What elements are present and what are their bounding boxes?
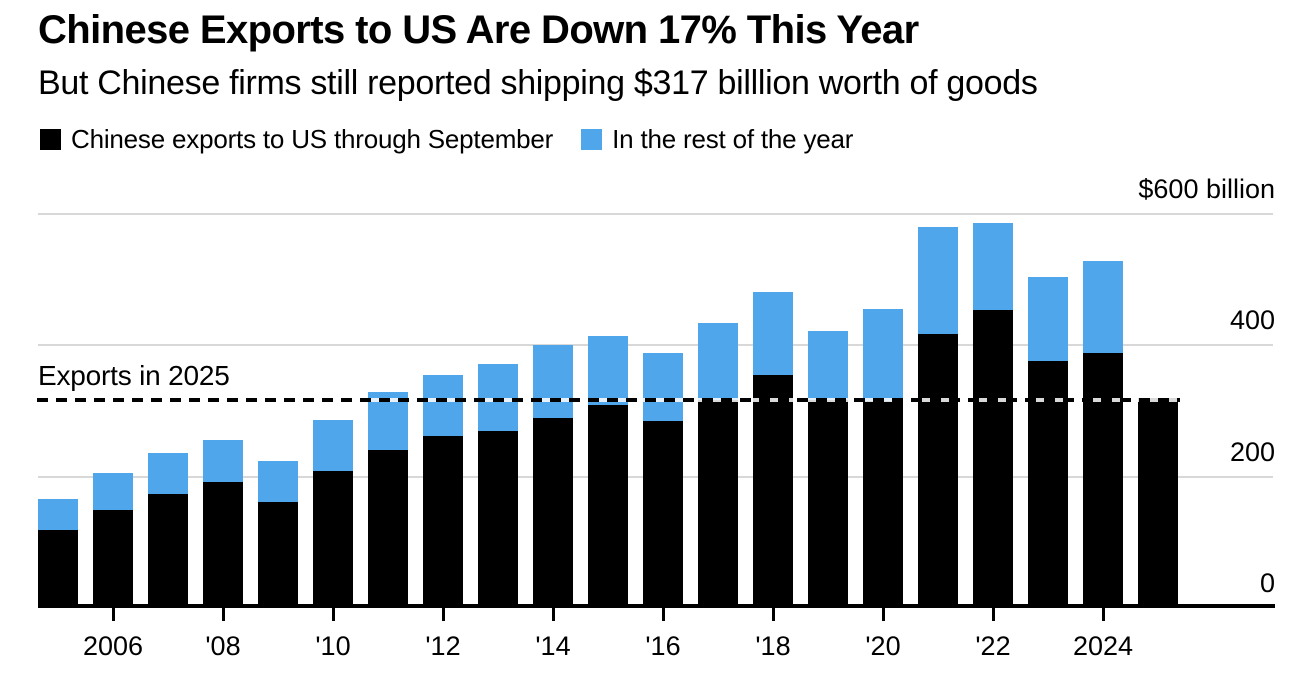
bar-2025: [1138, 397, 1178, 606]
bar-2023-rest-of-year: [1028, 277, 1068, 362]
bar-2014-rest-of-year: [533, 345, 573, 418]
legend-label-rest-of-year: In the rest of the year: [612, 124, 854, 154]
bar-2018-rest-of-year: [753, 291, 793, 375]
bar-2006-rest-of-year: [93, 472, 133, 511]
bar-2005: [38, 498, 78, 606]
bar-2020-rest-of-year: [863, 308, 903, 401]
x-axis-label-2006: 2006: [82, 631, 144, 661]
bar-2016-rest-of-year: [643, 352, 683, 422]
x-axis-tick-2006: [111, 608, 115, 621]
x-axis-tick-10: [331, 608, 335, 621]
x-axis-label-16: '16: [645, 631, 681, 661]
legend-label-through-september: Chinese exports to US through September: [71, 124, 554, 154]
bar-2014: [533, 345, 573, 606]
bar-2019-through-september: [808, 399, 848, 606]
gridline-400: [38, 344, 1273, 346]
bar-2013-through-september: [478, 431, 518, 606]
bar-2012-rest-of-year: [423, 374, 463, 437]
bar-2007: [148, 453, 188, 606]
bar-2023-through-september: [1028, 361, 1068, 606]
legend-item-through-september: Chinese exports to US through September: [40, 124, 553, 155]
bar-2007-through-september: [148, 494, 188, 606]
bar-2020-through-september: [863, 400, 903, 606]
x-axis-tick-18: [771, 608, 775, 621]
bar-2016: [643, 352, 683, 606]
y-axis-label-600: $600 billion: [1138, 173, 1275, 204]
x-axis-label-10: '10: [315, 631, 351, 661]
bar-2017-rest-of-year: [698, 323, 738, 400]
bar-2024-rest-of-year: [1083, 260, 1123, 353]
bar-2018-through-september: [753, 374, 793, 606]
y-axis-label-0: 0: [1259, 568, 1275, 598]
bar-2015: [588, 336, 628, 606]
legend-item-rest-of-year: In the rest of the year: [581, 124, 853, 155]
x-axis-label-12: '12: [425, 631, 461, 661]
y-axis-label-200: 200: [1229, 436, 1275, 467]
x-axis-label-20: '20: [865, 631, 901, 661]
bar-2016-through-september: [643, 421, 683, 606]
bar-2005-through-september: [38, 529, 78, 606]
gridline-600: [38, 212, 1273, 215]
bar-2025-through-september: [1138, 397, 1178, 606]
bar-2015-rest-of-year: [588, 336, 628, 405]
x-axis-tick-2024: [1101, 608, 1105, 621]
bar-2008-rest-of-year: [203, 440, 243, 482]
bar-2010-rest-of-year: [313, 419, 353, 471]
bar-2008-through-september: [203, 481, 243, 606]
legend: Chinese exports to US through September …: [40, 124, 853, 155]
bar-2023: [1028, 277, 1068, 606]
x-axis-label-22: '22: [975, 631, 1011, 661]
x-axis-tick-22: [991, 608, 995, 621]
bar-2010: [313, 419, 353, 606]
bar-2015-through-september: [588, 404, 628, 606]
x-axis-label-18: '18: [755, 631, 791, 661]
x-axis-label-2024: 2024: [1072, 631, 1134, 661]
bar-2007-rest-of-year: [148, 453, 188, 495]
bar-2018: [753, 291, 793, 606]
bar-2012-through-september: [423, 436, 463, 606]
bar-2011: [368, 392, 408, 606]
bar-2014-through-september: [533, 417, 573, 606]
bar-2008: [203, 440, 243, 606]
x-axis-label-14: '14: [535, 631, 571, 661]
x-axis-line: [38, 604, 1275, 608]
bar-2024: [1083, 260, 1123, 606]
chart-subtitle: But Chinese firms still reported shippin…: [38, 64, 1038, 102]
x-axis-tick-16: [661, 608, 665, 621]
bar-2012: [423, 374, 463, 606]
bar-2021-rest-of-year: [918, 227, 958, 334]
bar-2005-rest-of-year: [38, 498, 78, 530]
reference-line-label: Exports in 2025: [38, 359, 230, 391]
bar-2009-through-september: [258, 502, 298, 606]
bar-2017: [698, 323, 738, 606]
bar-2024-through-september: [1083, 352, 1123, 606]
x-axis-tick-14: [551, 608, 555, 621]
reference-line-exports-2025: [37, 397, 1180, 403]
y-axis-label-400: 400: [1229, 305, 1275, 335]
bar-2021: [918, 227, 958, 606]
x-axis-label-08: '08: [205, 631, 241, 661]
x-axis-tick-08: [221, 608, 225, 621]
bar-2022: [973, 223, 1013, 606]
chart-title: Chinese Exports to US Are Down 17% This …: [38, 8, 919, 52]
bar-2022-rest-of-year: [973, 223, 1013, 311]
bar-2019: [808, 331, 848, 606]
legend-swatch-black: [40, 129, 61, 150]
bar-2019-rest-of-year: [808, 331, 848, 400]
bar-2020: [863, 308, 903, 606]
bar-2017-through-september: [698, 399, 738, 606]
bar-2022-through-september: [973, 310, 1013, 606]
bar-2009: [258, 460, 298, 606]
bar-2006: [93, 472, 133, 606]
bar-2011-through-september: [368, 449, 408, 606]
x-axis-tick-12: [441, 608, 445, 621]
bar-2021-through-september: [918, 333, 958, 606]
bar-2010-through-september: [313, 470, 353, 606]
bar-2009-rest-of-year: [258, 460, 298, 503]
legend-swatch-blue: [581, 129, 603, 150]
x-axis-tick-20: [881, 608, 885, 621]
bar-2006-through-september: [93, 510, 133, 606]
